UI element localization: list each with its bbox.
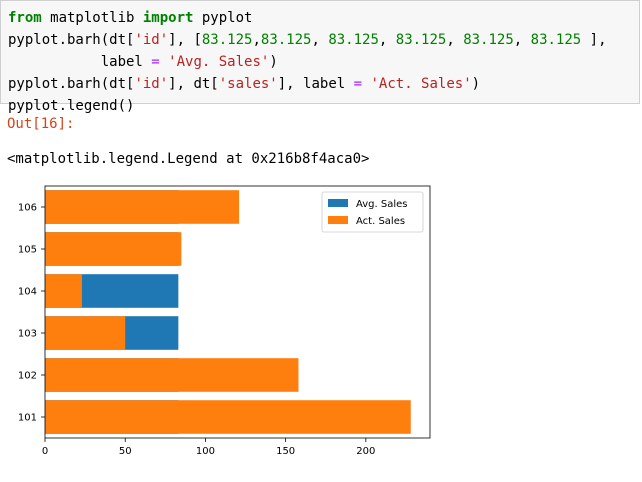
code-token: 'id'	[134, 76, 169, 92]
code-token: 'Avg. Sales'	[168, 54, 270, 70]
code-token: 83.125	[463, 32, 514, 48]
code-token: pyplot.legend()	[8, 98, 135, 114]
bar-act-sales-101	[45, 400, 411, 434]
x-tick-label: 200	[356, 446, 375, 457]
code-token: pyplot.barh(dt[	[8, 32, 135, 48]
plot-frame	[44, 185, 431, 439]
code-token: 83.125	[260, 32, 312, 48]
code-token: 'sales'	[218, 76, 278, 92]
code-token: =	[353, 76, 363, 92]
y-tick-label: 103	[18, 329, 37, 340]
code-line: pyplot.barh(dt['id'], [83.125,83.125, 83…	[8, 29, 639, 51]
code-token: ,	[446, 32, 464, 48]
code-token: pyplot	[193, 10, 253, 26]
legend-swatch	[328, 216, 348, 224]
code-line: pyplot.barh(dt['id'], dt['sales'], label…	[8, 73, 639, 95]
bar-chart: 101 102 103 104 105 106 0 50 100 150 200 Avg. Sales…	[18, 185, 431, 457]
code-token: 'Act. Sales'	[370, 76, 472, 92]
code-line: from matplotlib import pyplot	[8, 7, 639, 29]
bar-act-sales-104	[45, 274, 82, 308]
code-token: ,	[311, 32, 329, 48]
x-tick-label: 150	[276, 446, 295, 457]
code-token: from	[8, 10, 42, 26]
code-token: ], [	[168, 32, 202, 48]
legend-label: Avg. Sales	[356, 199, 408, 210]
code-token: 83.125	[530, 32, 582, 48]
code-token: 83.125	[395, 32, 447, 48]
code-line: pyplot.legend()	[8, 95, 639, 117]
x-tick-label: 50	[119, 446, 132, 457]
bar-act-sales-105	[45, 232, 182, 266]
legend-label: Act. Sales	[356, 216, 405, 227]
y-tick-label: 104	[18, 287, 37, 298]
code-token: ], dt[	[168, 76, 219, 92]
code-cell-input[interactable]: from matplotlib import pyplot pyplot.barh…	[0, 0, 640, 114]
code-token: ],	[581, 32, 607, 48]
bar-act-sales-106	[45, 190, 240, 224]
code-token: 83.125	[328, 32, 379, 48]
code-token: )	[471, 76, 481, 92]
code-token: 'id'	[134, 32, 169, 48]
y-tick-label: 105	[18, 245, 37, 256]
code-token: pyplot.barh(dt[	[8, 76, 135, 92]
code-token: matplotlib	[41, 10, 143, 26]
y-tick-label: 101	[18, 413, 37, 424]
output-prompt: Out[16]:	[7, 116, 75, 132]
code-token: ], label	[277, 76, 354, 92]
code-token: import	[142, 10, 194, 26]
code-token: ,	[378, 32, 396, 48]
code-token	[160, 54, 168, 70]
x-tick-label: 0	[42, 446, 48, 457]
code-token: 83.125	[201, 32, 253, 48]
code-token: ,	[513, 32, 531, 48]
code-token: label	[8, 54, 152, 70]
legend-swatch	[328, 199, 348, 207]
code-token: =	[151, 54, 160, 70]
code-line: label = 'Avg. Sales')	[8, 51, 639, 73]
y-tick-label: 102	[18, 371, 37, 382]
code-token: )	[269, 54, 278, 70]
code-token: ,	[252, 32, 261, 48]
output-text: <matplotlib.legend.Legend at 0x216b8f4ac…	[7, 151, 370, 167]
bar-act-sales-103	[45, 316, 126, 350]
x-tick-label: 100	[196, 446, 215, 457]
code-editor[interactable]: from matplotlib import pyplot pyplot.barh…	[1, 1, 639, 117]
bar-act-sales-102	[45, 358, 299, 392]
y-tick-label: 106	[18, 203, 37, 214]
